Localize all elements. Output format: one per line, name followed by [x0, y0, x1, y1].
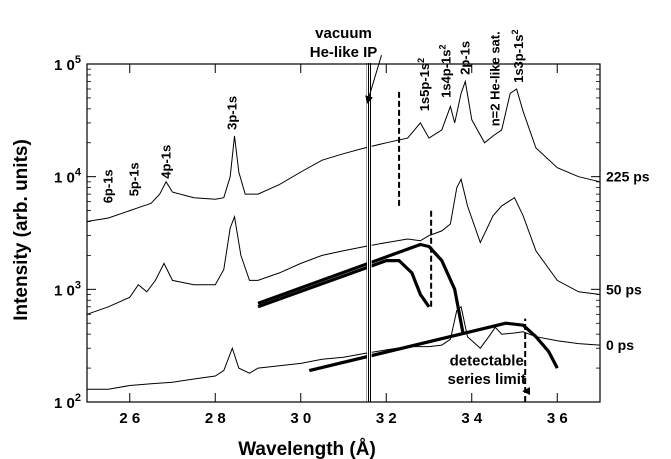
- series-label-0: 225 ps: [606, 169, 650, 185]
- fit-curve-0: [257, 259, 431, 309]
- x-tick-label-5: 3 6: [547, 410, 568, 427]
- x-tick-label-1: 2 8: [205, 410, 226, 427]
- spectrum-line-2: [87, 305, 601, 390]
- fit-curve-2: [308, 321, 559, 373]
- peak-label-1: 5p-1s: [126, 162, 141, 196]
- x-tick-label-0: 2 6: [119, 410, 140, 427]
- peak-label-8: 1s3p-1s2: [510, 29, 526, 82]
- y-tick-label-2: 1 04: [54, 167, 82, 187]
- y-tick-label-3: 1 05: [54, 54, 81, 74]
- peak-label-2: 4p-1s: [158, 145, 173, 179]
- x-axis-label: Wavelength (Å): [238, 439, 376, 459]
- x-tick-label-2: 3 0: [290, 410, 311, 427]
- x-tick-label-3: 3 2: [376, 410, 397, 427]
- x-tick-label-4: 3 4: [461, 410, 483, 427]
- spectrum-line-0: [86, 79, 601, 222]
- axes-frame: [86, 63, 601, 403]
- peak-label-4: 1s5p-1s2: [416, 58, 432, 111]
- peak-label-7: n=2 He-like sat.: [488, 31, 503, 126]
- y-tick-label-0: 1 02: [54, 392, 81, 412]
- peak-label-0: 6p-1s: [101, 169, 116, 203]
- ip-arrow: [365, 55, 382, 105]
- fit-curve-1: [257, 242, 465, 335]
- annotation-1: He-like IP: [310, 44, 378, 61]
- spectrum-line-1: [86, 177, 601, 315]
- plot-area: 2 6 2 8 3 0 3 2 3 4 3 6 1 02 1 03 1 04 1 05 6p-1s 5…: [54, 25, 650, 427]
- peak-label-5: 1s4p-1s2: [437, 44, 453, 97]
- annotation-0: vacuum: [315, 25, 372, 42]
- y-tick-label-1: 1 03: [54, 279, 81, 299]
- annotation-2: detectable: [450, 353, 524, 370]
- peak-label-3: 3p-1s: [225, 96, 240, 130]
- series-label-2: 0 ps: [606, 337, 634, 353]
- ip-line: [366, 63, 372, 402]
- y-axis-label: Intensity (arb. units): [11, 139, 32, 321]
- annotation-3: series limit: [448, 371, 526, 388]
- peak-label-6: 2p-1s: [458, 41, 473, 75]
- series-label-1: 50 ps: [606, 281, 642, 297]
